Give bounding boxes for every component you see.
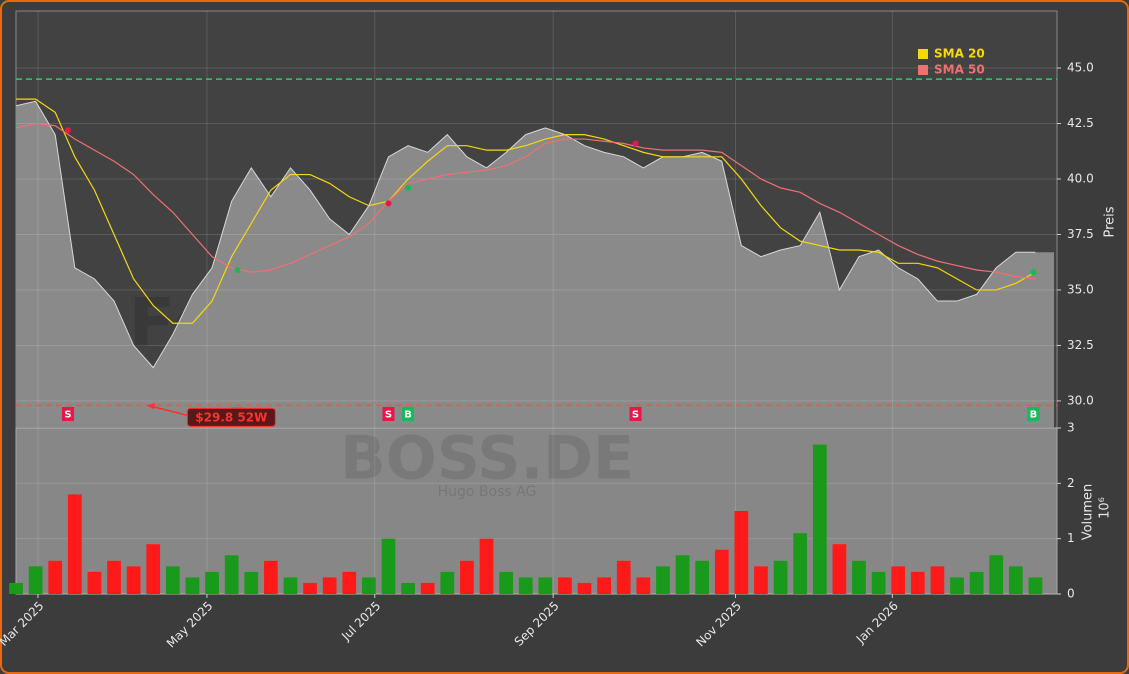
- volume-bar: [616, 560, 631, 594]
- volume-bar: [695, 560, 710, 594]
- volume-bar: [401, 582, 415, 594]
- volume-bar: [989, 555, 1004, 594]
- signal-label: S: [64, 410, 71, 421]
- annotation-text: $29.8 52W: [195, 410, 267, 424]
- watermark-title: BOSS.DE: [340, 424, 634, 494]
- volume-bar: [597, 577, 611, 594]
- volume-bar: [283, 577, 298, 594]
- price-area: [16, 101, 1054, 429]
- volume-bar: [793, 533, 808, 594]
- volume-bar: [479, 538, 494, 594]
- volume-bar: [754, 566, 768, 594]
- volume-bar: [1028, 577, 1043, 594]
- volume-bar: [420, 582, 435, 594]
- volume-bar: [930, 566, 945, 594]
- y-tick-label: 3: [1067, 421, 1075, 435]
- volume-bar: [9, 582, 23, 594]
- signal-dot: [1030, 269, 1037, 276]
- signal-label: B: [1030, 410, 1038, 421]
- signal-label: S: [385, 410, 392, 421]
- volume-bar: [381, 538, 396, 594]
- volume-bar: [910, 571, 925, 594]
- volume-bar: [107, 560, 121, 594]
- volume-bar: [1008, 566, 1023, 594]
- volume-bar: [969, 571, 984, 594]
- volume-bar: [891, 566, 906, 594]
- volume-bar: [773, 560, 788, 594]
- y-tick-label: 1: [1067, 531, 1075, 545]
- arrow-head: [147, 403, 156, 410]
- volume-bar: [499, 571, 513, 594]
- volume-bar: [205, 571, 219, 594]
- signal-label: S: [632, 410, 639, 421]
- volume-bar: [656, 566, 670, 594]
- volume-bar: [460, 560, 474, 594]
- y-tick-label: 42.5: [1067, 116, 1094, 130]
- volume-bar: [518, 577, 533, 594]
- signal-badge: [402, 407, 415, 421]
- volume-bar: [303, 582, 317, 594]
- signal-badge: [629, 407, 642, 421]
- signal-label: B: [404, 410, 412, 421]
- signal-dot: [234, 266, 241, 273]
- y-axis-unit: 10⁶: [1098, 497, 1113, 519]
- volume-bar: [538, 577, 553, 594]
- volume-bar: [558, 577, 572, 594]
- volume-bar: [165, 566, 180, 594]
- volume-bar: [812, 444, 827, 594]
- volume-bar: [146, 544, 161, 594]
- volume-bar: [67, 494, 82, 594]
- sma-line: [16, 98, 1036, 324]
- signal-dot: [405, 184, 412, 191]
- y-tick-label: 30.0: [1067, 393, 1094, 407]
- legend-swatch: [918, 49, 928, 59]
- signal-dot: [385, 200, 392, 207]
- y-axis-label: Preis: [1103, 206, 1118, 237]
- volume-bar: [950, 577, 964, 594]
- volume-bar: [832, 544, 847, 594]
- y-tick-label: 32.5: [1067, 338, 1094, 352]
- annotation-box: [186, 407, 276, 427]
- signal-badge: [382, 407, 395, 421]
- volume-bar: [714, 549, 729, 594]
- signal-badge: [1027, 407, 1040, 421]
- volume-bar: [362, 577, 376, 594]
- y-tick-label: 37.5: [1067, 227, 1094, 241]
- signal-dot: [632, 140, 639, 147]
- volume-bar: [87, 571, 102, 594]
- volume-bar: [322, 577, 337, 594]
- signal-badge: [61, 407, 74, 421]
- y-axis-label: Volumen: [1081, 484, 1096, 541]
- signal-dot: [64, 127, 71, 134]
- legend-label: SMA 50: [934, 63, 985, 77]
- legend-label: SMA 20: [934, 47, 985, 61]
- watermark-subtitle: Hugo Boss AG: [438, 484, 537, 500]
- volume-bar: [342, 571, 357, 594]
- volume-bar: [636, 577, 651, 594]
- y-tick-label: 45.0: [1067, 61, 1094, 75]
- legend-swatch: [918, 65, 928, 75]
- volume-bar: [577, 582, 592, 594]
- volume-bar: [28, 566, 43, 594]
- volume-bar: [675, 555, 690, 594]
- volume-bar: [263, 560, 278, 594]
- volume-bar: [871, 571, 886, 594]
- volume-bar: [852, 560, 866, 594]
- price-line: [15, 100, 1036, 369]
- volume-bar: [126, 566, 141, 594]
- y-tick-label: 35.0: [1067, 282, 1094, 296]
- y-tick-label: 40.0: [1067, 171, 1094, 185]
- volume-bar: [185, 577, 200, 594]
- volume-bar: [440, 571, 455, 594]
- volume-bar: [734, 511, 749, 594]
- y-tick-label: 2: [1067, 476, 1075, 490]
- volume-bar: [244, 571, 259, 594]
- y-tick-label: 0: [1067, 587, 1075, 601]
- sma-line: [15, 122, 1036, 280]
- volume-bar: [48, 560, 63, 594]
- volume-bar: [224, 555, 239, 594]
